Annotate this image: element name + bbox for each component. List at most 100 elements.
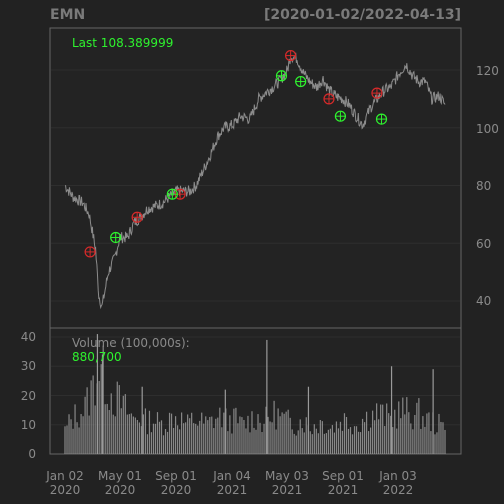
price-y-tick: 40 — [476, 294, 491, 308]
volume-bar — [118, 385, 120, 454]
volume-bar — [102, 345, 104, 454]
volume-bar — [263, 423, 265, 454]
volume-bar — [64, 426, 66, 454]
volume-bar — [183, 423, 185, 454]
volume-bar — [112, 414, 114, 454]
price-panel: Last 108.389999 120 100 80 60 40 — [49, 27, 499, 329]
x-tick-label: Sep 01 — [155, 469, 197, 483]
volume-bar — [388, 413, 390, 454]
volume-bar — [207, 420, 209, 454]
volume-bar — [394, 409, 396, 454]
volume-bar — [174, 416, 177, 454]
volume-bar — [355, 426, 358, 454]
volume-bar — [392, 427, 394, 454]
volume-bar — [162, 435, 165, 454]
volume-bar — [349, 427, 352, 454]
volume-bar — [374, 420, 376, 454]
volume-bar — [76, 422, 78, 454]
volume-bar — [166, 431, 169, 454]
volume-bar — [267, 416, 269, 454]
volume-bar — [341, 430, 344, 454]
volume-bar — [343, 413, 346, 454]
volume-y-tick: 30 — [21, 359, 36, 373]
volume-bar — [243, 420, 245, 454]
volume-bar — [110, 393, 112, 454]
volume-bar — [142, 414, 145, 454]
volume-bar — [231, 433, 233, 454]
volume-bar — [227, 431, 229, 454]
volume-bar — [249, 432, 251, 454]
price-y-axis: 120 100 80 60 40 — [476, 64, 499, 308]
volume-bar — [217, 417, 219, 454]
volume-bar — [239, 416, 241, 454]
sell-signal-marker — [131, 211, 143, 223]
volume-bar — [241, 417, 243, 454]
volume-bar — [361, 418, 364, 454]
volume-bar — [179, 429, 181, 454]
volume-bar — [68, 414, 70, 454]
volume-bar — [357, 431, 360, 454]
price-y-tick: 80 — [476, 179, 491, 193]
buy-signal-marker — [275, 70, 288, 82]
volume-bar — [291, 429, 293, 454]
sell-signal-marker — [323, 93, 335, 105]
volume-bar — [440, 421, 442, 454]
x-tick-year: 2021 — [217, 483, 248, 497]
volume-bar — [132, 416, 134, 454]
last-price-label: Last 108.389999 — [72, 36, 173, 50]
volume-bar — [347, 428, 350, 454]
volume-bar — [321, 421, 323, 454]
chart-title: EMN — [50, 7, 85, 23]
volume-bar — [152, 423, 155, 454]
volume-bar — [219, 407, 221, 454]
volume-bar — [380, 404, 382, 454]
volume-bar — [70, 419, 72, 454]
price-y-tick: 60 — [476, 237, 491, 251]
volume-bar — [124, 394, 126, 454]
volume-bar — [367, 431, 370, 454]
buy-signal-marker — [334, 110, 347, 122]
buy-signal-marker — [375, 113, 388, 125]
volume-bar — [235, 407, 237, 454]
price-y-tick: 100 — [476, 122, 499, 136]
volume-bar — [281, 412, 283, 454]
volume-bar — [170, 413, 173, 454]
volume-bar — [168, 412, 171, 454]
volume-bar — [327, 429, 329, 454]
volume-bars — [64, 334, 446, 454]
volume-bar — [197, 425, 199, 454]
volume-bar — [199, 420, 201, 454]
volume-label: Volume (100,000s): — [72, 336, 190, 350]
volume-bar — [444, 429, 446, 454]
volume-bar — [279, 416, 281, 454]
volume-bar — [90, 380, 92, 454]
volume-bar — [372, 410, 374, 454]
volume-bar — [424, 426, 426, 454]
volume-bar — [233, 408, 235, 454]
volume-y-tick: 0 — [28, 447, 36, 461]
volume-bar — [271, 422, 273, 454]
volume-bar — [209, 417, 211, 454]
volume-bar — [311, 434, 313, 454]
volume-bar — [158, 421, 161, 454]
volume-bar — [418, 398, 420, 454]
volume-bar — [339, 421, 342, 454]
volume-bar — [408, 412, 410, 454]
volume-bar — [442, 422, 444, 454]
volume-bar — [116, 381, 118, 454]
volume-bar — [156, 412, 159, 454]
volume-bar — [297, 430, 299, 454]
volume-y-tick: 40 — [21, 330, 36, 344]
volume-bar — [92, 375, 94, 454]
volume-bar — [106, 403, 108, 454]
x-tick-year: 2021 — [272, 483, 303, 497]
volume-bar — [404, 414, 406, 454]
volume-y-tick: 20 — [21, 389, 36, 403]
volume-bar — [181, 412, 183, 454]
volume-bar — [410, 423, 412, 454]
volume-bar — [120, 408, 122, 454]
volume-bar — [315, 428, 317, 454]
volume-bar — [400, 418, 402, 454]
volume-bar — [261, 432, 263, 454]
volume-bar — [416, 402, 418, 454]
